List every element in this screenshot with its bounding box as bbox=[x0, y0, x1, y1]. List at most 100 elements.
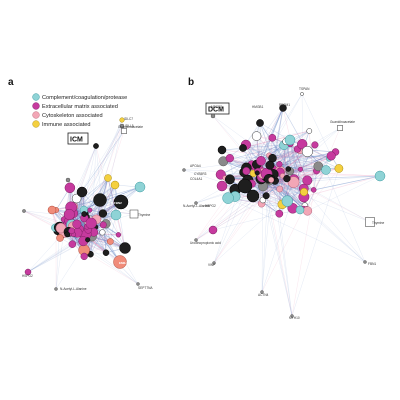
network-a-edge bbox=[90, 232, 103, 255]
network-b-node bbox=[337, 125, 343, 131]
label-b-apoa4: APOA4 bbox=[190, 164, 201, 168]
network-b-node bbox=[287, 176, 300, 189]
network-b-node bbox=[281, 195, 293, 207]
legend-label-ecm: Extracellular matrix associated bbox=[42, 104, 118, 110]
network-b-node bbox=[251, 131, 262, 141]
network-a-node bbox=[119, 117, 125, 123]
network-a-node bbox=[85, 237, 91, 243]
network-a-node bbox=[93, 143, 99, 149]
network-b-edge bbox=[266, 195, 293, 317]
network-a-node bbox=[68, 227, 75, 235]
network-a-edge bbox=[103, 224, 107, 253]
network-b-edge bbox=[304, 205, 366, 263]
network-a-node bbox=[65, 177, 71, 183]
label-b-tspan: TSPAN bbox=[299, 87, 310, 91]
network-a-node bbox=[85, 217, 97, 229]
network-a-nodes bbox=[22, 117, 146, 291]
network-a-edge bbox=[82, 190, 139, 285]
network-b-node bbox=[222, 192, 234, 204]
legend-label-cytoskeleton: Cytoskeleton associated bbox=[42, 113, 103, 119]
network-b-edge bbox=[303, 158, 330, 193]
network-a-node bbox=[56, 234, 64, 242]
network-b-edge bbox=[252, 178, 288, 197]
network-b-node bbox=[256, 156, 266, 166]
network-a-edge bbox=[82, 190, 135, 215]
panel-b-letter: b bbox=[188, 77, 194, 88]
network-b-edge bbox=[243, 172, 306, 206]
network-b-edge bbox=[269, 179, 366, 263]
network-b-node bbox=[283, 174, 291, 183]
network-a-node bbox=[106, 238, 114, 245]
panel-a-letter: a bbox=[8, 77, 14, 88]
network-b-labels: TSPAN HMGB1 PFGM1 Guanidinoacetate APOA4… bbox=[183, 87, 384, 320]
network-b-edge bbox=[245, 122, 261, 168]
label-b-uro: Urodinopropionic acid bbox=[190, 241, 221, 245]
label-a-emil1: EMIL1 bbox=[119, 261, 128, 265]
network-a-node bbox=[80, 252, 88, 261]
network-b-edge bbox=[261, 151, 308, 293]
network-b-node bbox=[182, 168, 186, 172]
network-a-node bbox=[93, 193, 107, 207]
network-a-edge bbox=[72, 202, 119, 208]
network-a-node bbox=[119, 242, 131, 254]
network-b-node bbox=[217, 145, 227, 155]
network-b-node bbox=[239, 144, 247, 152]
network-b-node bbox=[302, 206, 313, 216]
network-b-node bbox=[365, 217, 375, 227]
network-a-edge bbox=[90, 119, 123, 224]
network-a-edge bbox=[105, 184, 116, 224]
network-b-node bbox=[297, 139, 308, 150]
network-b-node bbox=[246, 189, 260, 203]
network-a-edge bbox=[77, 184, 116, 233]
network-b-node bbox=[268, 176, 275, 183]
label-b-mfge8: MFGE8 bbox=[211, 105, 222, 109]
network-b-node bbox=[302, 175, 313, 186]
label-a-fbn2: FBN2 bbox=[114, 201, 122, 205]
network-a-node bbox=[129, 209, 139, 219]
network-b-node bbox=[313, 161, 324, 172]
label-b-cyb: CYB5R3 bbox=[194, 172, 207, 176]
network-b-edge bbox=[229, 107, 284, 180]
network-a-node bbox=[54, 287, 58, 291]
network-b-node bbox=[300, 92, 304, 96]
network-b-node bbox=[237, 178, 253, 194]
network-b-edge bbox=[195, 166, 319, 204]
condition-box-icm: ICM bbox=[67, 132, 89, 145]
legend-swatch-ecm bbox=[32, 102, 40, 110]
network-b-edge bbox=[242, 130, 310, 149]
network-b-edge bbox=[272, 130, 310, 138]
network-a-edge bbox=[85, 125, 123, 235]
network-a-node bbox=[110, 209, 122, 221]
network-b-edge bbox=[244, 130, 310, 187]
network-a-edge bbox=[27, 235, 62, 273]
network-a-node bbox=[115, 232, 122, 238]
network-b-edge bbox=[289, 139, 308, 181]
condition-label-icm: ICM bbox=[70, 137, 83, 144]
legend-label-complement: Complement/coagulation/protease bbox=[42, 95, 127, 101]
network-a-node bbox=[102, 249, 110, 256]
label-b-actn4: ACTN4 bbox=[258, 293, 269, 297]
network-b-node bbox=[275, 209, 284, 218]
network-b-edge bbox=[266, 127, 341, 196]
network-b-edge bbox=[303, 175, 381, 198]
legend-item-complement: Complement/coagulation/protease bbox=[32, 93, 127, 101]
network-a-edge bbox=[69, 187, 104, 214]
label-b-hspg2: HSPG2 bbox=[205, 204, 216, 208]
network-b-node bbox=[254, 170, 260, 176]
label-a-hspg2: HSPG2 bbox=[22, 274, 33, 278]
network-b-node bbox=[210, 113, 216, 119]
network-a-edge bbox=[71, 119, 123, 233]
network-b-edge bbox=[213, 178, 270, 264]
condition-label-dcm: DCM bbox=[208, 107, 224, 114]
network-b-node bbox=[276, 161, 283, 168]
network-b-node bbox=[208, 225, 218, 235]
label-a-sept: SEPT7NA bbox=[138, 286, 153, 290]
network-b-node bbox=[326, 151, 336, 161]
legend-label-immune: Immune associated bbox=[42, 122, 91, 128]
network-b-edge bbox=[291, 168, 340, 317]
network-b-node bbox=[299, 187, 309, 197]
network-b-edge bbox=[293, 130, 310, 180]
network-b-edge bbox=[274, 169, 301, 181]
network-b-edge bbox=[269, 155, 330, 159]
network-b-edge bbox=[228, 197, 366, 263]
